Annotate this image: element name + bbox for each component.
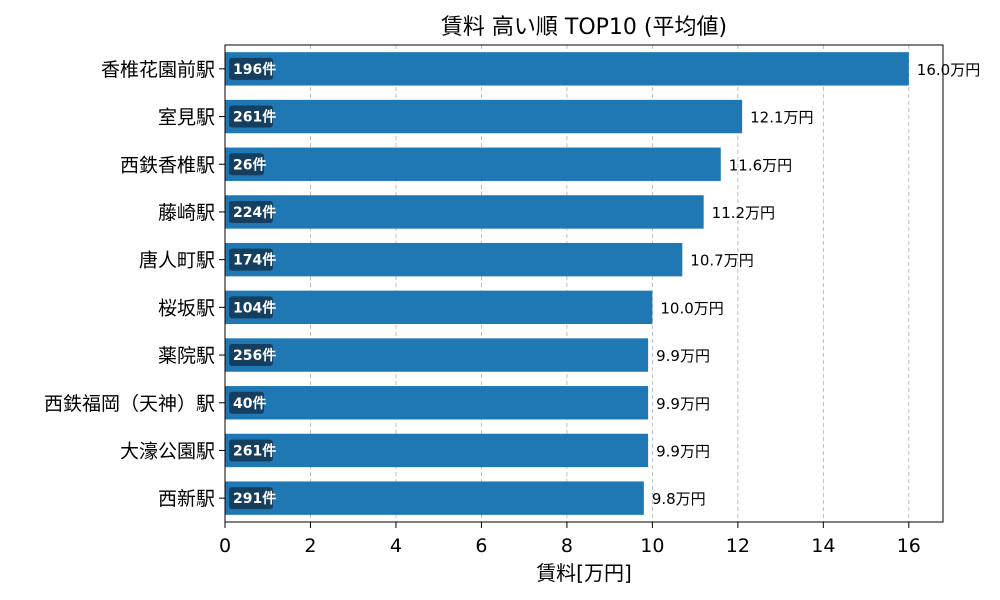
count-label: 40件 bbox=[233, 395, 266, 412]
count-badge bbox=[229, 296, 273, 319]
value-label: 12.1万円 bbox=[750, 109, 813, 127]
x-tick-label: 8 bbox=[561, 535, 573, 557]
category-label: 室見駅 bbox=[158, 107, 215, 129]
value-label: 10.0万円 bbox=[660, 299, 723, 317]
count-label: 261件 bbox=[233, 109, 276, 126]
category-label: 香椎花園前駅 bbox=[101, 59, 215, 81]
count-badge bbox=[229, 200, 273, 223]
x-axis-label: 賃料[万円] bbox=[536, 561, 632, 585]
x-tick-label: 4 bbox=[390, 535, 402, 557]
count-label: 196件 bbox=[233, 61, 276, 78]
count-badge bbox=[229, 344, 273, 367]
count-badge bbox=[229, 105, 273, 128]
value-label: 11.6万円 bbox=[729, 156, 792, 174]
count-label: 174件 bbox=[233, 252, 276, 269]
category-label: 西鉄福岡（天神）駅 bbox=[44, 393, 215, 415]
value-label: 10.7万円 bbox=[690, 252, 753, 270]
x-tick-label: 2 bbox=[304, 535, 316, 557]
bar bbox=[225, 147, 721, 181]
value-label: 9.9万円 bbox=[656, 347, 710, 365]
category-label: 西鉄香椎駅 bbox=[120, 154, 215, 176]
count-badge bbox=[229, 248, 273, 271]
count-label: 26件 bbox=[233, 156, 266, 173]
axes: 0 2 4 6 8 10 12 14 16 香椎花園前駅室見駅西鉄香椎駅藤崎駅唐人町駅桜坂駅薬院駅… bbox=[44, 44, 944, 557]
x-tick-label: 10 bbox=[640, 535, 664, 557]
count-label: 261件 bbox=[233, 442, 276, 459]
bar bbox=[225, 52, 909, 86]
value-label: 9.8万円 bbox=[652, 490, 706, 508]
x-tick-label: 12 bbox=[726, 535, 750, 557]
x-tick-label: 0 bbox=[219, 535, 231, 557]
value-label: 9.9万円 bbox=[656, 442, 710, 460]
x-tick-label: 14 bbox=[811, 535, 835, 557]
count-label: 291件 bbox=[233, 490, 276, 507]
count-badge bbox=[229, 439, 273, 462]
category-label: 薬院駅 bbox=[158, 345, 215, 367]
x-tick-label: 6 bbox=[475, 535, 487, 557]
count-badge bbox=[229, 153, 264, 176]
value-label: 11.2万円 bbox=[712, 204, 775, 222]
category-label: 藤崎駅 bbox=[158, 202, 215, 224]
category-label: 桜坂駅 bbox=[158, 297, 215, 319]
plot-frame bbox=[224, 44, 944, 523]
category-label: 大濠公園駅 bbox=[120, 440, 215, 462]
bar bbox=[225, 99, 743, 134]
x-tick-label: 16 bbox=[897, 535, 921, 557]
count-badge bbox=[229, 391, 264, 414]
bar bbox=[225, 290, 653, 325]
chart-title: 賃料 高い順 TOP10 (平均値) bbox=[441, 15, 727, 40]
bar bbox=[225, 195, 704, 229]
bar bbox=[225, 481, 644, 515]
value-label: 16.0万円 bbox=[917, 61, 980, 79]
bars: 16.0万円 196件 12.1万円 261件 11.6万円 26件 11.2万円 224件 1… bbox=[225, 52, 980, 515]
bar bbox=[225, 242, 683, 277]
category-label: 西新駅 bbox=[158, 488, 215, 510]
count-label: 104件 bbox=[233, 299, 276, 316]
count-label: 256件 bbox=[233, 347, 276, 364]
count-badge bbox=[229, 487, 273, 510]
count-label: 224件 bbox=[233, 204, 276, 221]
bar bbox=[225, 433, 649, 468]
value-label: 9.9万円 bbox=[656, 395, 710, 413]
category-label: 唐人町駅 bbox=[139, 250, 215, 272]
bar bbox=[225, 386, 649, 420]
bar bbox=[225, 338, 649, 372]
count-badge bbox=[229, 57, 273, 80]
